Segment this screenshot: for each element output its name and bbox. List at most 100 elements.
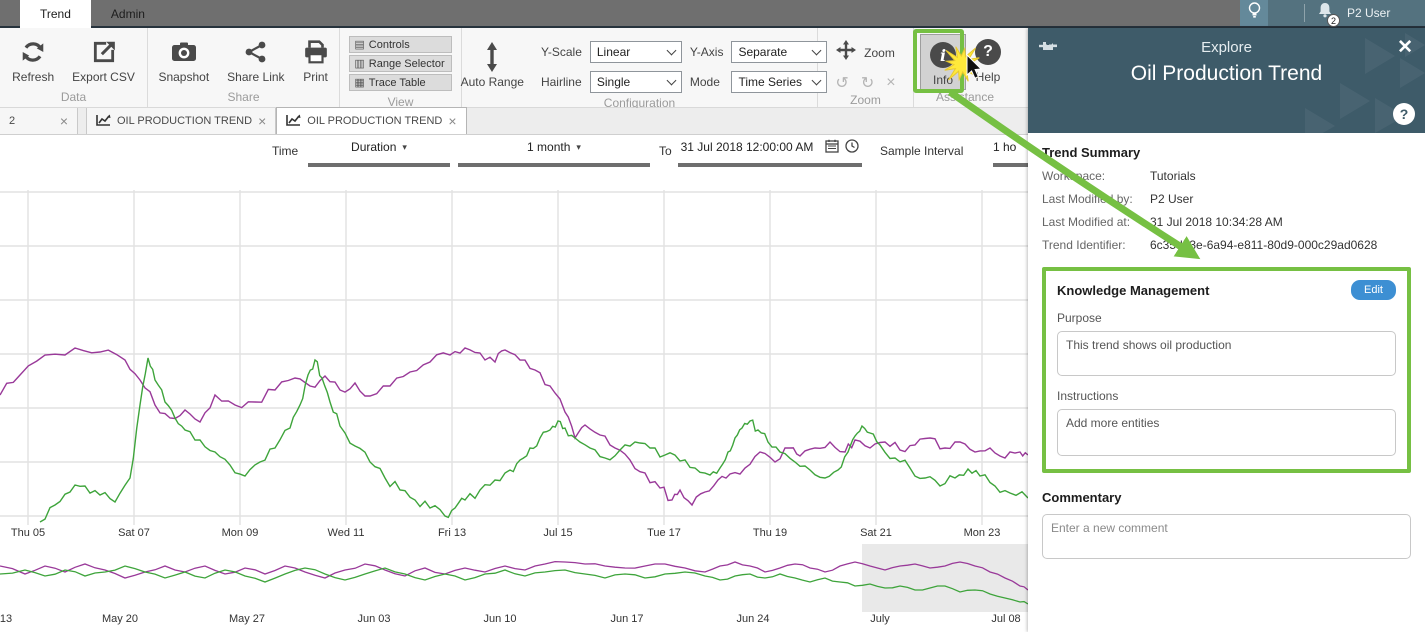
export-icon	[91, 37, 117, 67]
series-line-oil-production-series-2	[0, 565, 1028, 605]
export-csv-button[interactable]: Export CSV	[63, 32, 144, 86]
time-controls-row: Time Duration ▾ 1 month ▾ To 31 Jul 2018 1…	[0, 135, 1028, 169]
print-button[interactable]: Print	[294, 32, 338, 86]
trace-table-toggle[interactable]: ▦ Trace Table	[349, 74, 452, 91]
duration-value-dropdown[interactable]: 1 month ▾	[458, 137, 650, 167]
trace-table-toggle-label: Trace Table	[368, 76, 426, 89]
clock-icon[interactable]	[845, 138, 860, 156]
document-tab-partial[interactable]: 2 ×	[0, 108, 78, 134]
control-underline	[993, 163, 1028, 167]
redo-icon[interactable]: ↻	[860, 75, 875, 92]
refresh-button[interactable]: Refresh	[3, 32, 63, 86]
x-tick-label: Thu 19	[752, 527, 788, 539]
close-panel-icon[interactable]: ✕	[1397, 37, 1413, 58]
x-tick-label: Jul 15	[543, 527, 573, 539]
info-button[interactable]: i Info	[920, 34, 966, 90]
export-csv-label: Export CSV	[72, 70, 135, 84]
series-line-oil-production-series-2	[39, 357, 1028, 523]
summary-row: Last Modified by: P2 User	[1042, 192, 1411, 206]
duration-dropdown[interactable]: Duration ▾	[308, 137, 450, 167]
x-tick-label: Sat 21	[860, 527, 892, 539]
tab-label: 2	[9, 115, 16, 127]
trend-summary-heading: Trend Summary	[1042, 145, 1141, 160]
undo-icon[interactable]: ↺	[835, 75, 849, 92]
mode-value: Time Series	[738, 75, 803, 89]
y-axis-value: Separate	[738, 45, 788, 59]
user-menu[interactable]: P2 User	[1347, 6, 1391, 20]
close-icon[interactable]: ×	[258, 113, 267, 129]
snapshot-label: Snapshot	[158, 70, 210, 84]
chevron-down-icon	[666, 45, 677, 55]
edit-button[interactable]: Edit	[1351, 280, 1396, 300]
share-icon	[244, 37, 268, 67]
pin-icon[interactable]	[1039, 40, 1057, 59]
new-comment-input[interactable]	[1042, 514, 1411, 559]
tab-label: OIL PRODUCTION TREND	[117, 115, 253, 127]
y-axis-select[interactable]: Separate	[731, 41, 828, 63]
document-tab-strip: 2 × OIL PRODUCTION TREND × OIL PRODUCTIO…	[0, 107, 1028, 135]
summary-value: 31 Jul 2018 10:34:28 AM	[1150, 215, 1283, 229]
panel-help-icon[interactable]: ?	[1393, 103, 1415, 125]
series-line-oil-production-series-1	[0, 560, 1028, 591]
instructions-field[interactable]: Add more entities	[1057, 409, 1396, 456]
range-selector-toggle[interactable]: ▥ Range Selector	[349, 55, 452, 72]
cancel-zoom-icon[interactable]: ×	[886, 74, 896, 91]
share-link-button[interactable]: Share Link	[218, 32, 293, 86]
controls-toggle-label: Controls	[368, 38, 410, 51]
y-scale-select[interactable]: Linear	[589, 41, 682, 63]
controls-toggle[interactable]: ▤ Controls	[349, 36, 452, 53]
x-tick-label: Tue 17	[647, 527, 681, 539]
main-trend-chart[interactable]	[0, 190, 1028, 525]
info-icon: i	[930, 40, 956, 70]
calendar-icon[interactable]	[825, 139, 840, 156]
hairline-select[interactable]: Single	[589, 71, 682, 93]
x-tick-label: 13	[0, 613, 13, 625]
group-label-data: Data	[60, 90, 87, 104]
range-selector-chart[interactable]	[0, 544, 1028, 612]
main-chart-x-axis: Thu 05 Sat 07 Mon 09 Wed 11 Fri 13 Jul 15 Tue …	[0, 527, 1028, 541]
x-tick-label: Jun 10	[483, 613, 517, 625]
purpose-field[interactable]: This trend shows oil production	[1057, 331, 1396, 376]
x-tick-label: Jun 17	[610, 613, 644, 625]
document-tab-oil-production-1[interactable]: OIL PRODUCTION TREND ×	[86, 108, 277, 134]
help-button[interactable]: ? Help	[966, 32, 1010, 86]
x-tick-label: Mon 09	[221, 527, 259, 539]
tab-trend[interactable]: Trend	[20, 0, 91, 28]
summary-label: Workspace:	[1042, 169, 1106, 183]
close-icon[interactable]: ×	[59, 113, 68, 129]
x-tick-label: Jun 24	[736, 613, 770, 625]
explore-panel-header: ✕ Explore Oil Production Trend ?	[1028, 28, 1425, 133]
header-pattern	[1305, 33, 1425, 133]
printer-icon	[303, 37, 329, 67]
snapshot-button[interactable]: Snapshot	[149, 32, 218, 86]
bell-icon	[1317, 3, 1333, 23]
x-tick-label: Jul 08	[991, 613, 1021, 625]
notification-badge: 2	[1327, 14, 1340, 27]
hairline-value: Single	[596, 75, 631, 89]
end-time-field[interactable]: 31 Jul 2018 12:00:00 AM	[678, 137, 862, 167]
document-tab-oil-production-2[interactable]: OIL PRODUCTION TREND ×	[276, 107, 467, 134]
lightbulb-button[interactable]	[1240, 0, 1268, 26]
control-underline	[458, 163, 650, 167]
x-tick-label: May 27	[228, 613, 266, 625]
to-label: To	[659, 144, 672, 158]
refresh-label: Refresh	[12, 70, 55, 84]
zoom-button[interactable]: Zoom	[818, 40, 913, 65]
sample-interval-dropdown[interactable]: 1 ho	[993, 137, 1028, 167]
summary-row: Workspace: Tutorials	[1042, 169, 1411, 183]
summary-label: Trend Identifier:	[1042, 238, 1126, 252]
close-icon[interactable]: ×	[448, 113, 457, 129]
sample-interval-value: 1 ho	[993, 140, 1017, 154]
notifications-button[interactable]: 2	[1317, 2, 1340, 27]
commentary-section: Commentary	[1042, 490, 1411, 559]
control-underline	[678, 163, 862, 167]
print-label: Print	[303, 70, 328, 84]
mode-select[interactable]: Time Series	[731, 71, 828, 93]
auto-range-button[interactable]: Auto Range	[452, 34, 533, 91]
x-tick-label: Jun 03	[357, 613, 391, 625]
tab-admin[interactable]: Admin	[110, 7, 145, 21]
group-label-assistance: Assistance	[935, 90, 995, 104]
summary-value: 6c35d33e-6a94-e811-80d9-000c29ad0628	[1150, 238, 1378, 252]
trend-chart-icon	[286, 114, 301, 129]
x-tick-label: Mon 23	[963, 527, 1001, 539]
